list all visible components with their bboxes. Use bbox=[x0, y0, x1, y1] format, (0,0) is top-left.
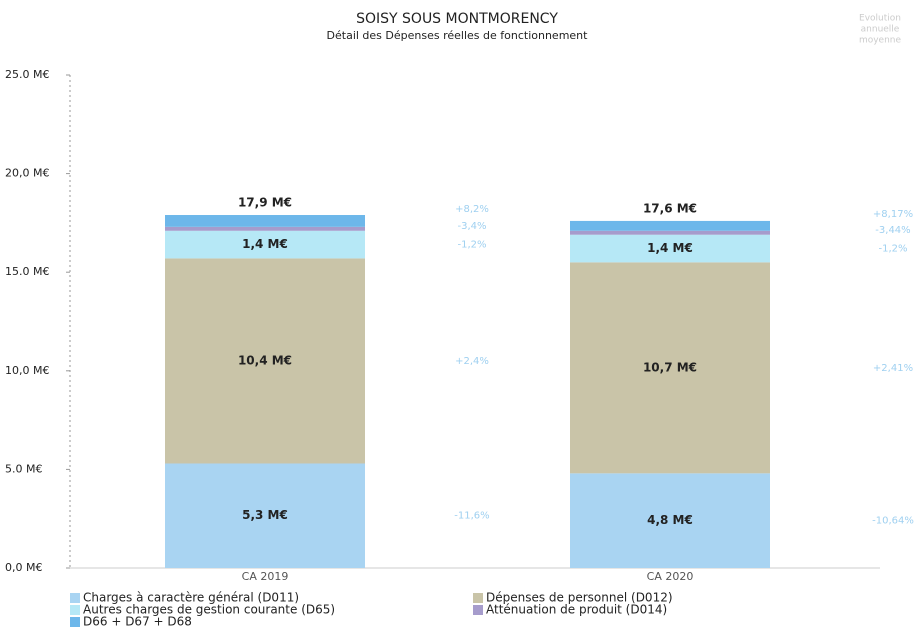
bar-segment bbox=[570, 473, 770, 568]
x-tick-label: CA 2020 bbox=[647, 570, 694, 583]
evolution-label: -1,2% bbox=[878, 244, 907, 255]
legend-label: Autres charges de gestion courante (D65) bbox=[83, 603, 335, 617]
bar-segment bbox=[570, 234, 770, 263]
evolution-label: -3,44% bbox=[875, 225, 910, 236]
data-label: 10,4 M€ bbox=[238, 353, 292, 367]
y-tick-label: 25.0 M€ bbox=[5, 68, 49, 81]
data-label: 10,7 M€ bbox=[643, 360, 697, 374]
bar-segment bbox=[165, 258, 365, 464]
evolution-label: -1,2% bbox=[457, 240, 486, 251]
y-tick-label: 15.0 M€ bbox=[5, 265, 49, 278]
evolution-label: -11,6% bbox=[454, 511, 489, 522]
legend-swatch bbox=[70, 617, 80, 627]
annotation: annuelle bbox=[861, 25, 900, 35]
evolution-label: +8,2% bbox=[455, 204, 489, 215]
legend-label: D66 + D67 + D68 bbox=[83, 615, 192, 629]
bar-segment bbox=[570, 230, 770, 235]
legend-swatch bbox=[70, 605, 80, 615]
total-label: 17,6 M€ bbox=[643, 201, 697, 215]
chart-title: SOISY SOUS MONTMORENCY bbox=[356, 11, 558, 27]
data-label: 1,4 M€ bbox=[242, 237, 288, 251]
annotation: Evolution bbox=[859, 14, 901, 24]
evolution-label: -10,64% bbox=[872, 516, 914, 527]
legend-label: Charges à caractère général (D011) bbox=[83, 591, 299, 605]
x-tick-label: CA 2019 bbox=[242, 570, 289, 583]
bar-segment bbox=[165, 215, 365, 227]
bar-segment bbox=[570, 220, 770, 231]
bar-segment bbox=[165, 463, 365, 568]
chart-subtitle: Détail des Dépenses réelles de fonctionn… bbox=[327, 29, 589, 42]
y-tick-label: 5.0 M€ bbox=[5, 462, 42, 475]
y-tick-label: 10,0 M€ bbox=[5, 364, 49, 377]
evolution-label: +2,4% bbox=[455, 356, 489, 367]
annotation: moyenne bbox=[859, 36, 902, 46]
data-label: 5,3 M€ bbox=[242, 508, 288, 522]
data-label: 4,8 M€ bbox=[647, 513, 693, 527]
legend-label: Dépenses de personnel (D012) bbox=[486, 591, 673, 605]
bar-segment bbox=[570, 262, 770, 474]
evolution-label: +8,17% bbox=[873, 209, 913, 220]
bar-segment bbox=[165, 226, 365, 231]
evolution-label: +2,41% bbox=[873, 363, 913, 374]
legend-label: Atténuation de produit (D014) bbox=[486, 603, 667, 617]
total-label: 17,9 M€ bbox=[238, 196, 292, 210]
legend-swatch bbox=[473, 605, 483, 615]
legend-swatch bbox=[473, 593, 483, 603]
y-tick-label: 20,0 M€ bbox=[5, 167, 49, 180]
y-tick-label: 0,0 M€ bbox=[5, 561, 42, 574]
legend-swatch bbox=[70, 593, 80, 603]
evolution-label: -3,4% bbox=[457, 221, 486, 232]
data-label: 1,4 M€ bbox=[647, 241, 693, 255]
bar-segment bbox=[165, 230, 365, 259]
